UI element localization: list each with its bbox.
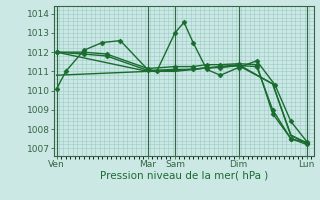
X-axis label: Pression niveau de la mer( hPa ): Pression niveau de la mer( hPa ) [100,171,268,181]
